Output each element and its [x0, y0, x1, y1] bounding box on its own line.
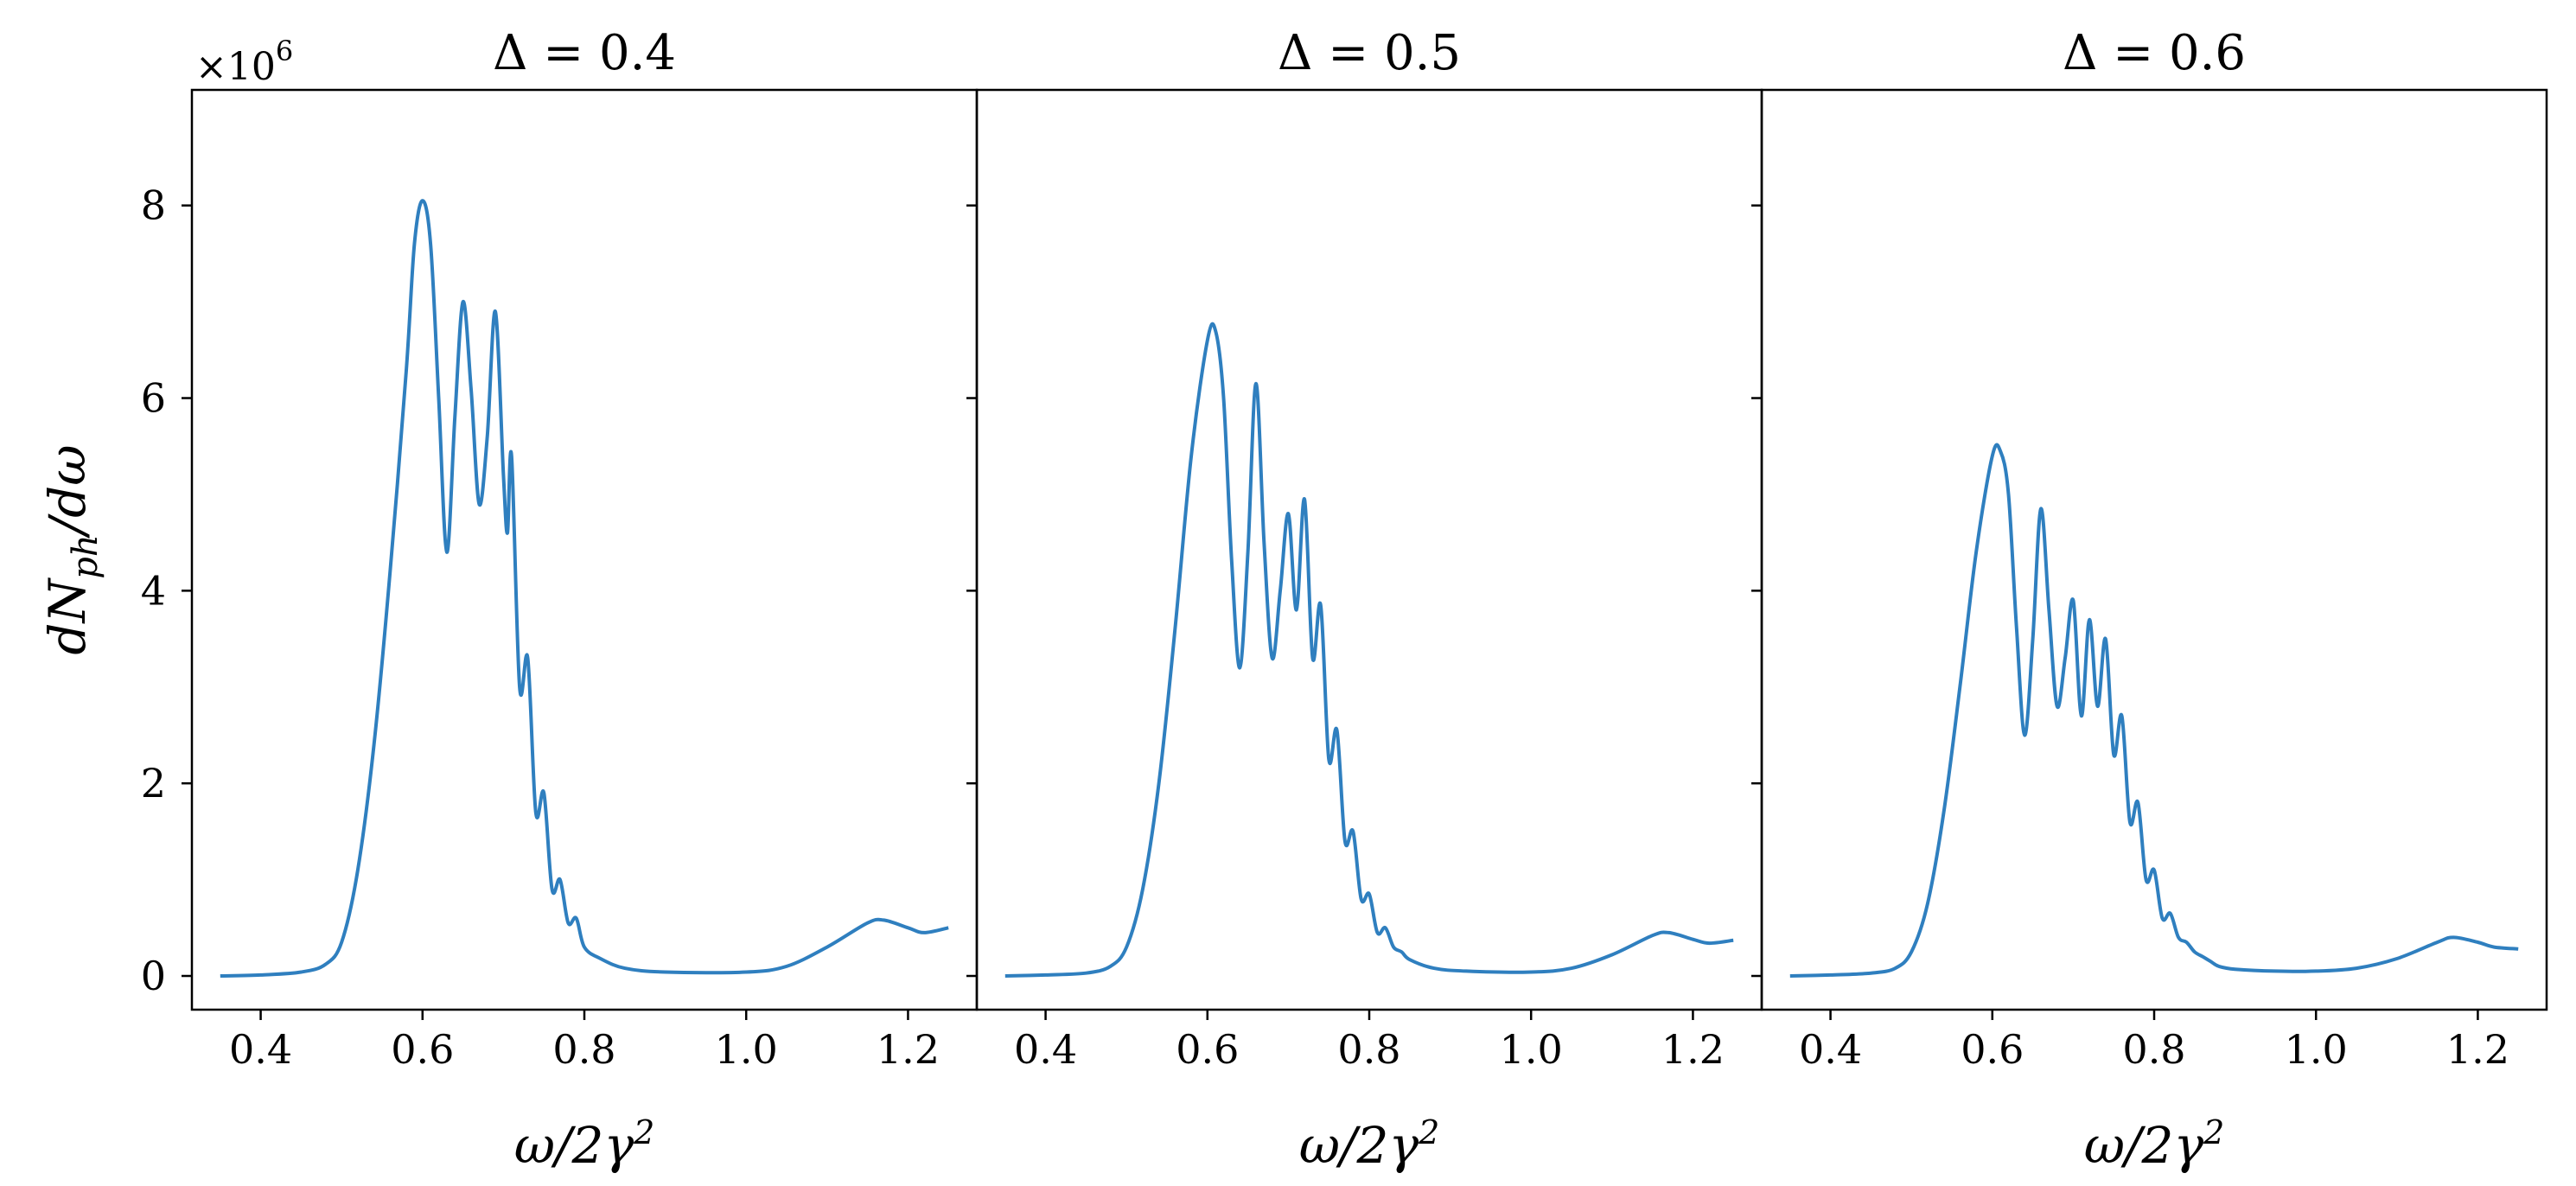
x-axis-title: ω/2γ2	[1299, 1113, 1440, 1175]
panel-title: Δ = 0.4	[493, 25, 676, 81]
x-tick-label: 0.4	[1799, 1026, 1862, 1073]
data-series-line	[1004, 322, 1734, 978]
plot-frame	[190, 88, 979, 1011]
data-series-line	[1789, 443, 2519, 978]
x-tick-label: 0.6	[391, 1026, 454, 1073]
x-axis-title: ω/2γ2	[2084, 1113, 2225, 1175]
panel-title: Δ = 0.5	[1278, 25, 1461, 81]
y-tick-label: 4	[141, 567, 166, 614]
panel-title: Δ = 0.6	[2063, 25, 2246, 81]
y-tick-label: 2	[141, 760, 166, 807]
x-tick-label: 0.6	[1961, 1026, 2024, 1073]
x-tick-label: 0.4	[229, 1026, 292, 1073]
x-tick-label: 0.8	[2122, 1026, 2185, 1073]
x-tick-label: 0.8	[552, 1026, 615, 1073]
x-tick-label: 1.2	[877, 1026, 940, 1073]
y-axis-title: dNph/dω	[38, 444, 105, 654]
y-tick-label: 6	[141, 375, 166, 422]
x-tick-label: 0.4	[1014, 1026, 1077, 1073]
x-tick-label: 1.0	[2285, 1026, 2348, 1073]
x-tick-label: 0.8	[1337, 1026, 1400, 1073]
subplot-panel-3: Δ = 0.6 0.4 0.6 0.8 1.0 1.2 ω/2γ2	[1751, 25, 2548, 1175]
y-offset-label: ×106	[195, 35, 293, 89]
x-tick-label: 1.2	[1661, 1026, 1725, 1073]
subplot-panel-2: Δ = 0.5 0.4 0.6 0.8 1.0 1.2 ω/2γ2	[966, 25, 1763, 1175]
plot-frame	[975, 88, 1763, 1011]
x-tick-label: 1.0	[1500, 1026, 1563, 1073]
x-tick-label: 1.0	[715, 1026, 778, 1073]
y-offset-text: ×106	[195, 35, 293, 89]
x-tick-label: 0.6	[1176, 1026, 1239, 1073]
y-axis-title-text: dNph/dω	[38, 444, 105, 654]
y-tick-label: 8	[141, 182, 166, 229]
subplot-panel-1: Δ = 0.4 0.4 0.6 0.8 1.0 1.2 0 2 4 6 8 ω/2γ2	[141, 25, 979, 1175]
subplot-panels: Δ = 0.4 0.4 0.6 0.8 1.0 1.2 0 2 4 6 8 ω/2γ2 Δ = 0.5 0…	[141, 25, 2548, 1175]
data-series-line	[220, 199, 949, 978]
x-tick-label: 1.2	[2446, 1026, 2509, 1073]
x-axis-title: ω/2γ2	[514, 1113, 655, 1175]
y-tick-label: 0	[141, 953, 166, 999]
